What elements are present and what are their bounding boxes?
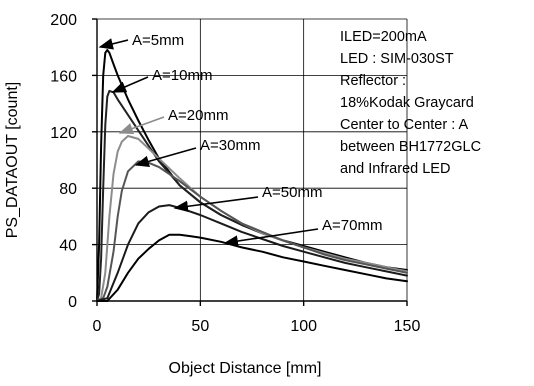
series-label: A=50mm [262,184,322,201]
series-label: A=30mm [200,137,260,154]
series-label: A=5mm [132,32,184,49]
annotation-arrow [111,76,149,93]
series-line-a-70mm [96,233,408,302]
y-tick-label: 160 [50,68,77,85]
y-tick-label: 120 [50,125,77,142]
tick-labels: 0 40 80 120 160 200 0 50 100 150 [50,12,420,335]
note-line: Center to Center : A [340,117,468,133]
series-group [96,49,408,302]
note-line: ILED=200mA [340,29,427,45]
y-tick-label: 0 [68,294,77,311]
series-label: A=20mm [168,107,228,124]
annotation-arrow [223,228,319,247]
x-tick-label: 50 [191,318,209,335]
y-axis-label: PS_DATAOUT [count] [4,82,21,239]
x-axis-label: Object Distance [mm] [169,360,322,377]
annotation-arrow [134,147,197,168]
series-line-a-20mm [96,135,408,302]
series-label: A=10mm [152,67,212,84]
note-line: between BH1772GLC [340,139,481,155]
y-tick-label: 40 [59,238,77,255]
chart-notes: ILED=200mA LED : SIM-030ST Reflector : 1… [340,29,481,177]
annotation-arrow [98,38,129,50]
annotation-arrow [118,116,165,134]
x-tick-label: 0 [93,318,102,335]
series-label: A=70mm [322,217,382,234]
note-line: and Infrared LED [340,161,450,177]
y-tick-label: 200 [50,12,77,29]
note-line: Reflector : [340,73,406,89]
series-line-a-30mm [96,160,408,302]
x-tick-label: 100 [290,318,317,335]
note-line: LED : SIM-030ST [340,51,454,67]
series-line-a-50mm [96,204,408,302]
axes [92,18,408,306]
y-tick-label: 80 [59,181,77,198]
gridlines [97,19,407,301]
note-line: 18%Kodak Graycard [340,95,474,111]
x-tick-label: 150 [394,318,421,335]
annotation-arrow [173,196,259,213]
